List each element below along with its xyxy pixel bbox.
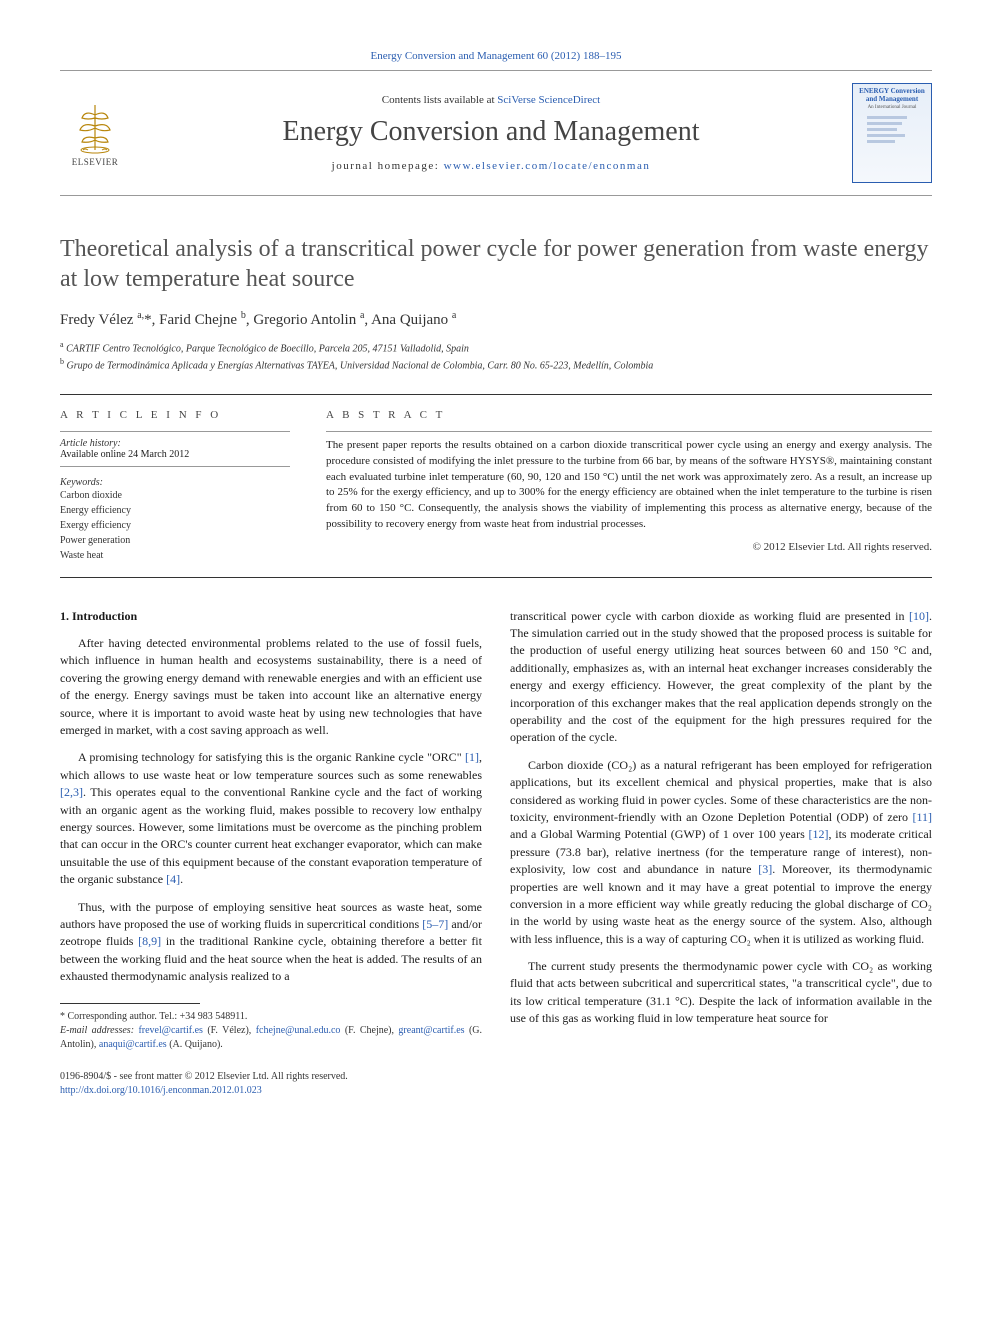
journal-cover[interactable]: ENERGY Conversion and Management An Inte… [852,83,932,183]
article-info-heading: A R T I C L E I N F O [60,409,290,421]
ref-link[interactable]: [8,9] [138,934,161,948]
homepage-prefix: journal homepage: [332,160,444,172]
corresponding-author: * Corresponding author. Tel.: +34 983 54… [60,1010,482,1024]
front-matter-line: 0196-8904/$ - see front matter © 2012 El… [60,1070,932,1084]
homepage-link[interactable]: www.elsevier.com/locate/enconman [444,160,651,172]
cover-sub: An International Journal [868,105,917,110]
masthead: ELSEVIER Contents lists available at Sci… [60,70,932,196]
ref-link[interactable]: [4] [166,872,180,886]
elsevier-logo: ELSEVIER [60,93,130,173]
para: Carbon dioxide (CO₂) as a natural refrig… [510,757,932,948]
keywords-label: Keywords: [60,477,290,488]
abstract-heading: A B S T R A C T [326,409,932,421]
para: After having detected environmental prob… [60,635,482,739]
para: A promising technology for satisfying th… [60,749,482,888]
keyword: Power generation [60,533,290,548]
page: Energy Conversion and Management 60 (201… [0,0,992,1148]
info-row: A R T I C L E I N F O Article history: A… [60,394,932,578]
footnotes: * Corresponding author. Tel.: +34 983 54… [60,1010,482,1052]
ref-link[interactable]: [5–7] [422,917,448,931]
elsevier-tree-icon [70,100,120,155]
top-citation-link[interactable]: Energy Conversion and Management 60 (201… [371,50,622,62]
para: transcritical power cycle with carbon di… [510,608,932,747]
keyword: Waste heat [60,548,290,563]
doi-link[interactable]: http://dx.doi.org/10.1016/j.enconman.201… [60,1085,262,1096]
footnote-separator [60,1003,200,1004]
email-link[interactable]: anaqui@cartif.es [99,1039,167,1050]
abstract: A B S T R A C T The present paper report… [308,395,932,577]
keywords-list: Carbon dioxideEnergy efficiencyExergy ef… [60,488,290,563]
email-link[interactable]: frevel@cartif.es [138,1025,202,1036]
contents-prefix: Contents lists available at [382,94,497,106]
cover-bars [867,116,917,146]
email-link[interactable]: greant@cartif.es [398,1025,464,1036]
body-columns: 1. Introduction After having detected en… [60,608,932,1053]
abstract-text: The present paper reports the results ob… [326,438,932,534]
ref-link[interactable]: [11] [912,810,932,824]
ref-link[interactable]: [12] [809,827,829,841]
keyword: Carbon dioxide [60,488,290,503]
para: Thus, with the purpose of employing sens… [60,899,482,986]
journal-title: Energy Conversion and Management [150,116,832,148]
keyword: Energy efficiency [60,503,290,518]
article-info: A R T I C L E I N F O Article history: A… [60,395,308,577]
contents-line: Contents lists available at SciVerse Sci… [150,94,832,106]
history-text: Available online 24 March 2012 [60,449,290,460]
para: The current study presents the thermodyn… [510,958,932,1028]
history-label: Article history: [60,438,290,449]
column-left: 1. Introduction After having detected en… [60,608,482,1053]
authors: Fredy Vélez a,*, Farid Chejne b, Gregori… [60,310,932,329]
ref-link[interactable]: [10] [909,609,929,623]
ref-link[interactable]: [3] [758,862,772,876]
cover-title: ENERGY Conversion and Management [857,88,927,103]
masthead-center: Contents lists available at SciVerse Sci… [150,94,832,172]
emails-line: E-mail addresses: frevel@cartif.es (F. V… [60,1024,482,1052]
abstract-copyright: © 2012 Elsevier Ltd. All rights reserved… [326,541,932,553]
ref-link[interactable]: [1] [465,750,479,764]
section-1-heading: 1. Introduction [60,608,482,625]
column-right: transcritical power cycle with carbon di… [510,608,932,1053]
homepage-line: journal homepage: www.elsevier.com/locat… [150,160,832,172]
contents-link[interactable]: SciVerse ScienceDirect [497,94,600,106]
elsevier-label: ELSEVIER [72,157,119,167]
keyword: Exergy efficiency [60,518,290,533]
top-citation: Energy Conversion and Management 60 (201… [60,50,932,62]
ref-link[interactable]: [2,3] [60,785,83,799]
email-link[interactable]: fchejne@unal.edu.co [256,1025,341,1036]
article-title: Theoretical analysis of a transcritical … [60,234,932,294]
bottom-matter: 0196-8904/$ - see front matter © 2012 El… [60,1070,932,1098]
affiliations: a CARTIF Centro Tecnológico, Parque Tecn… [60,339,932,374]
